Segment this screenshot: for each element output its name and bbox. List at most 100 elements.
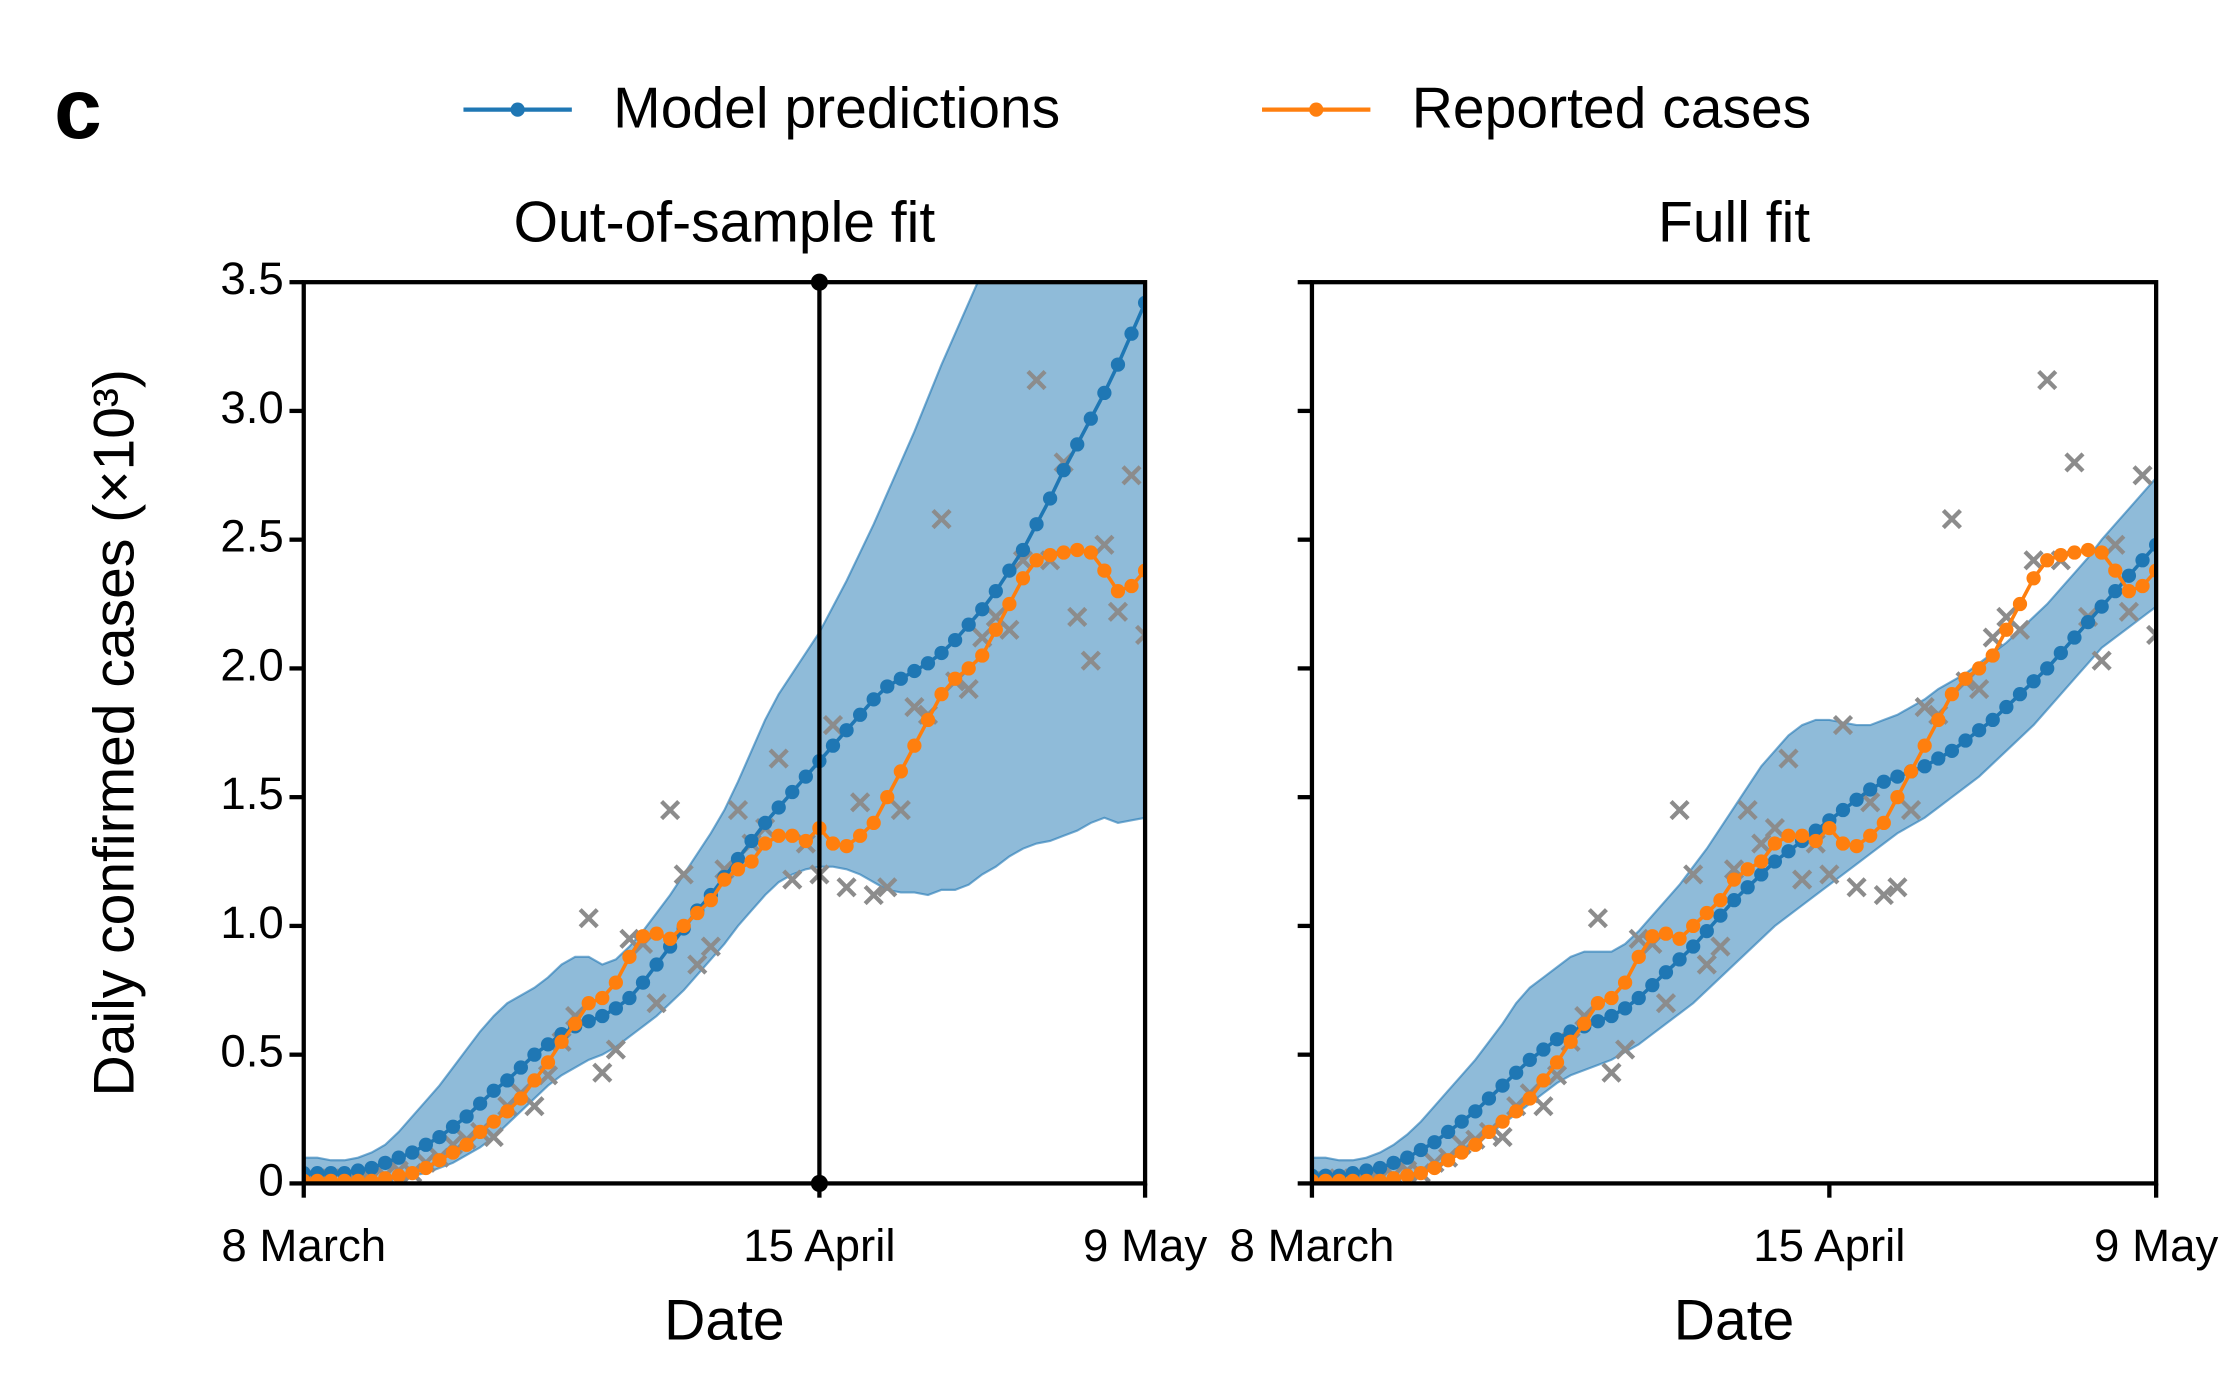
series-point [1042, 547, 1058, 563]
y-tick-label: 3.0 [220, 382, 283, 433]
reported-daily-marker [890, 799, 911, 821]
series-point [1083, 545, 1098, 560]
reported-daily-marker [1615, 1039, 1636, 1060]
series-point [880, 790, 895, 805]
reported-daily-marker [1819, 864, 1840, 885]
reported-daily-marker [822, 715, 844, 736]
series-point [947, 671, 963, 686]
series-point [1726, 872, 1742, 887]
series-point [1631, 949, 1646, 964]
series-point [1944, 743, 1960, 758]
series-point [622, 990, 637, 1006]
series-point [1097, 385, 1112, 401]
series-point [459, 1109, 474, 1124]
reported-daily-marker [1601, 1062, 1622, 1083]
series-point [1427, 1160, 1442, 1176]
series-point [1590, 1014, 1606, 1029]
series-point [1876, 815, 1891, 831]
reported-daily-marker [1860, 792, 1881, 813]
series-point [934, 687, 949, 702]
axes-frame [301, 280, 1148, 1186]
series-point [1617, 975, 1633, 990]
series-point [1440, 1153, 1456, 1168]
series-point [1359, 1173, 1374, 1184]
series-point [1863, 782, 1878, 797]
series-point [825, 836, 841, 851]
series-point [2108, 584, 2123, 599]
series-point [1876, 774, 1891, 789]
axes-frame [1309, 280, 2159, 1186]
reported-daily-marker [1533, 1096, 1554, 1117]
series-point [1958, 733, 1973, 748]
series-point [635, 975, 651, 990]
series-point [907, 663, 922, 679]
series-point [2040, 553, 2055, 568]
series-point [1413, 1165, 1428, 1181]
series-point [1372, 1160, 1388, 1176]
series-point [1509, 1104, 1524, 1119]
series-point [445, 1145, 461, 1160]
reported-daily-marker [1655, 993, 1677, 1014]
series-point [1056, 463, 1071, 478]
series-point [2026, 674, 2041, 689]
series-point [1617, 1001, 1633, 1016]
y-tick-label: 0.5 [220, 1026, 283, 1077]
legend-marker [1309, 102, 1324, 117]
series-point [2026, 571, 2041, 586]
series-point [486, 1083, 501, 1098]
series-point [500, 1073, 515, 1088]
x-tick-label: 8 March [221, 1220, 386, 1271]
series-point [1686, 918, 1701, 934]
series-point [744, 854, 759, 869]
series-point [798, 769, 813, 784]
reported-daily-marker [605, 1039, 626, 1060]
reported-daily-marker [483, 1127, 504, 1148]
series-point [1713, 908, 1728, 923]
series-point [350, 1163, 366, 1178]
series-point [2121, 568, 2137, 583]
series-point [703, 893, 718, 908]
reported-daily-marker [1737, 799, 1758, 821]
legend-label: Model predictions [613, 77, 1060, 141]
reported-daily-marker [2091, 650, 2112, 671]
series-point [1849, 792, 1864, 807]
series-point [2108, 563, 2123, 578]
series-point [323, 1173, 339, 1184]
series-point [595, 990, 610, 1006]
series-point [1631, 990, 1646, 1006]
series-point [893, 671, 908, 686]
reported-daily-marker [1080, 650, 1101, 671]
reported-daily-marker [1107, 601, 1129, 622]
series-point [825, 738, 841, 753]
series-point [1699, 905, 1714, 921]
reported-daily-marker [1914, 696, 1935, 718]
series-point [2053, 547, 2068, 563]
series-point [1549, 1032, 1565, 1047]
reported-daily-marker [1969, 678, 1990, 700]
series-point [1468, 1137, 1483, 1152]
reported-daily-marker [1121, 465, 1142, 486]
series-point [473, 1096, 488, 1111]
series-point [1658, 965, 1674, 980]
series-point [1481, 1091, 1497, 1106]
y-tick-label: 0 [258, 1154, 283, 1205]
reported-daily-marker [1067, 606, 1088, 627]
reported-daily-marker [931, 509, 952, 530]
reported-daily-marker [2064, 452, 2085, 473]
series-point [391, 1150, 406, 1165]
series-point [1794, 828, 1810, 843]
series-point [961, 617, 976, 632]
reported-daily-marker [592, 1062, 613, 1083]
series-point [1124, 326, 1139, 341]
series-point [1002, 596, 1017, 612]
series-point [418, 1137, 434, 1152]
series-point [2067, 545, 2082, 560]
plot-area [1311, 369, 2157, 1184]
series-point [1808, 833, 1823, 849]
reported-daily-marker [1900, 799, 1922, 821]
reported-daily-marker [1094, 534, 1115, 555]
series-point [1645, 929, 1660, 944]
reported-daily-marker [524, 1096, 545, 1117]
series-point [1454, 1114, 1469, 1129]
legend-marker [510, 102, 525, 117]
